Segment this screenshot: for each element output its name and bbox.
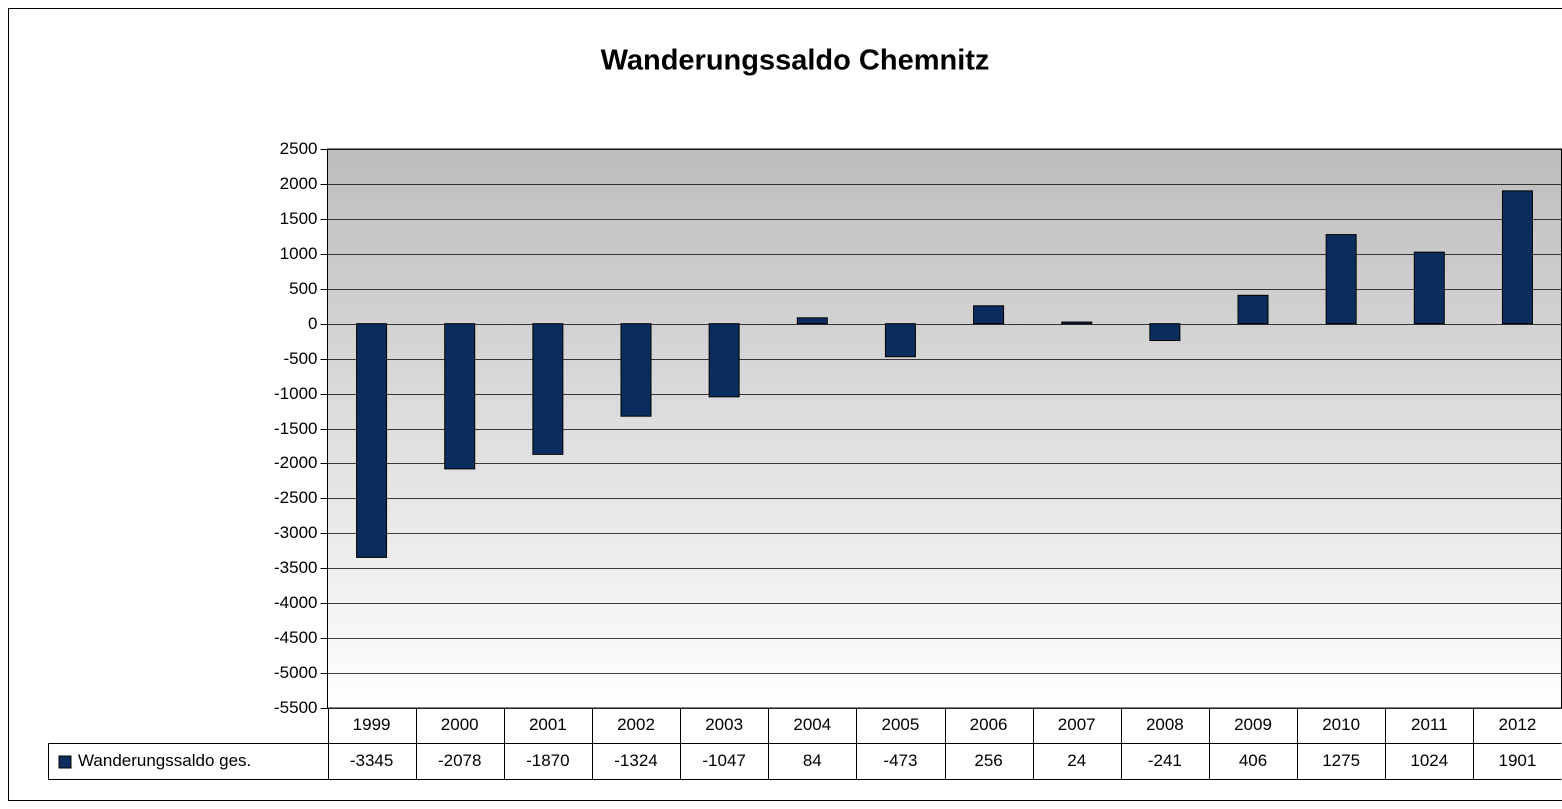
x-tick-label: 1999 [353,715,391,734]
legend-key [58,755,72,769]
x-tick-label: 2009 [1234,715,1272,734]
bar [708,323,740,398]
table-value: 24 [1067,751,1086,770]
table-value: -473 [883,751,917,770]
y-tick-label: -3000 [274,523,317,542]
y-tick-label: 2500 [280,139,318,158]
bar [973,305,1005,325]
bar [1325,234,1357,325]
y-tick-label: -1500 [274,419,317,438]
bar [1061,321,1093,325]
table-value: 1024 [1410,751,1448,770]
bar [1413,251,1445,325]
y-tick-label: 0 [308,314,317,333]
bar [444,323,476,470]
y-tick-label: -2000 [274,453,317,472]
x-tick-label: 2006 [970,715,1008,734]
table-value: -1870 [526,751,569,770]
bar [884,323,916,358]
x-tick-label: 2003 [705,715,743,734]
x-tick-label: 2001 [529,715,567,734]
y-tick-label: 1500 [280,209,318,228]
legend-label: Wanderungssaldo ges. [78,751,251,770]
table-value: -1047 [702,751,745,770]
bar [1237,294,1269,325]
x-tick-label: 2002 [617,715,655,734]
y-tick-label: -2500 [274,488,317,507]
y-tick-label: -500 [283,349,317,368]
x-tick-label: 2007 [1058,715,1096,734]
plot-area [327,148,1562,709]
y-tick-label: -4000 [274,593,317,612]
table-value: 1901 [1499,751,1537,770]
x-tick-label: 2005 [882,715,920,734]
y-tick-label: -4500 [274,628,317,647]
table-value: -241 [1148,751,1182,770]
bar [356,323,388,558]
bar [1501,190,1533,325]
y-tick-label: 500 [289,279,317,298]
y-tick-label: 2000 [280,174,318,193]
y-tick-label: -5500 [274,698,317,717]
x-tick-label: 2012 [1499,715,1537,734]
y-tick-label: -5000 [274,663,317,682]
x-tick-label: 2004 [793,715,831,734]
bar [1149,323,1181,342]
table-value: 84 [803,751,822,770]
table-value: -3345 [350,751,393,770]
bar [532,323,564,455]
bar [620,323,652,417]
y-tick-label: -1000 [274,384,317,403]
table-value: -1324 [614,751,657,770]
bar [796,317,828,325]
y-tick-label: 1000 [280,244,318,263]
chart-title: Wanderungssaldo Chemnitz [601,45,990,77]
table-value: 406 [1239,751,1267,770]
table-value: 1275 [1322,751,1360,770]
x-tick-label: 2011 [1411,715,1448,734]
table-value: 256 [974,751,1002,770]
x-tick-label: 2000 [441,715,479,734]
table-value: -2078 [438,751,481,770]
x-tick-label: 2008 [1146,715,1184,734]
y-tick-label: -3500 [274,558,317,577]
x-tick-label: 2010 [1322,715,1360,734]
